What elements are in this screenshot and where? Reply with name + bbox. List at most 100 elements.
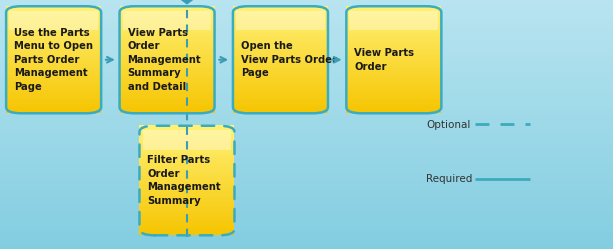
Bar [0, 115, 613, 118]
Bar [233, 9, 328, 11]
Bar [139, 178, 234, 181]
Bar [6, 20, 101, 22]
Bar [120, 47, 215, 49]
Bar [346, 25, 441, 28]
Bar [0, 59, 613, 62]
Bar [6, 68, 101, 70]
Bar [139, 171, 234, 173]
Bar [139, 147, 234, 149]
Bar [346, 91, 441, 94]
Bar [6, 75, 101, 78]
Bar [120, 82, 215, 85]
Bar [139, 202, 234, 204]
Bar [0, 78, 613, 81]
Bar [346, 45, 441, 47]
Bar [233, 99, 328, 101]
Text: Optional: Optional [426, 120, 470, 129]
Bar [6, 38, 101, 40]
Bar [233, 88, 328, 90]
Bar [0, 174, 613, 177]
Bar [139, 140, 234, 142]
Bar [139, 200, 234, 202]
Bar [120, 79, 215, 81]
Bar [233, 13, 328, 15]
Bar [233, 32, 328, 35]
Bar [233, 50, 328, 53]
Bar [139, 151, 234, 153]
Bar [139, 158, 234, 160]
Bar [6, 18, 101, 20]
Bar [346, 79, 441, 81]
Bar [6, 13, 101, 15]
Bar [120, 38, 215, 40]
Bar [6, 7, 101, 10]
Bar [233, 7, 328, 10]
Bar [233, 93, 328, 95]
Bar [120, 34, 215, 37]
Bar [0, 187, 613, 190]
Bar [6, 45, 101, 47]
Bar [139, 206, 234, 208]
Bar [6, 41, 101, 44]
Bar [120, 99, 215, 101]
Bar [233, 59, 328, 62]
Bar [0, 106, 613, 109]
Bar [0, 227, 613, 230]
Bar [0, 0, 613, 3]
Bar [233, 27, 328, 29]
Bar [233, 64, 328, 67]
Bar [346, 102, 441, 104]
Bar [139, 215, 234, 217]
Bar [6, 27, 101, 29]
Bar [120, 16, 215, 19]
Bar [139, 218, 234, 221]
Bar [120, 49, 215, 51]
Bar [120, 107, 215, 110]
Bar [120, 95, 215, 97]
Bar [0, 193, 613, 196]
Bar [0, 25, 613, 28]
Bar [233, 102, 328, 104]
Bar [0, 84, 613, 87]
Bar [233, 81, 328, 83]
Bar [346, 104, 441, 106]
Bar [233, 22, 328, 24]
Bar [346, 16, 441, 19]
Bar [139, 143, 234, 146]
Bar [6, 61, 101, 63]
Bar [0, 22, 613, 25]
Bar [0, 43, 613, 47]
Bar [6, 36, 101, 38]
Bar [120, 97, 215, 99]
Bar [346, 31, 441, 33]
Bar [6, 104, 101, 106]
Bar [120, 11, 215, 13]
Bar [0, 46, 613, 50]
Bar [6, 59, 101, 62]
Bar [6, 15, 101, 17]
Bar [120, 25, 215, 28]
Bar [139, 222, 234, 224]
Bar [0, 171, 613, 174]
Bar [0, 246, 613, 249]
Bar [120, 43, 215, 46]
Bar [233, 16, 328, 19]
Bar [346, 99, 441, 101]
Bar [139, 228, 234, 230]
Bar [139, 198, 234, 201]
Bar [139, 145, 234, 148]
Bar [0, 15, 613, 19]
Bar [120, 66, 215, 69]
Bar [120, 22, 215, 24]
Bar [0, 109, 613, 112]
Bar [233, 77, 328, 79]
Bar [0, 40, 613, 44]
Bar [139, 154, 234, 157]
Bar [0, 121, 613, 124]
Bar [6, 86, 101, 88]
Bar [0, 18, 613, 22]
Bar [233, 84, 328, 86]
Bar [346, 18, 441, 20]
Bar [6, 49, 101, 51]
Bar [6, 11, 101, 13]
